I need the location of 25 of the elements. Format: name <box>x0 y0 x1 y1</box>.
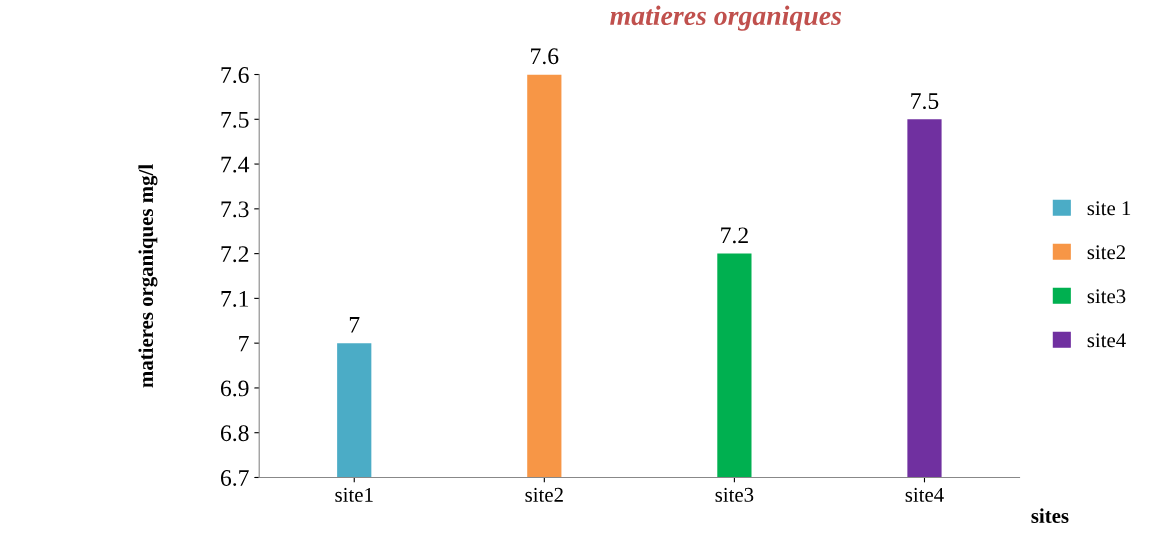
x-tick-label: site4 <box>905 487 944 502</box>
y-tick-label: 7.3 <box>221 201 249 218</box>
y-tick-label: 7 <box>239 335 249 352</box>
y-tick-label: 7.2 <box>221 246 249 263</box>
y-tick-label: 6.9 <box>220 380 249 397</box>
x-tick-label: site3 <box>715 487 754 502</box>
data-label: 7.5 <box>911 93 939 110</box>
x-tick-label: site2 <box>525 487 563 502</box>
y-tick-label: 7.5 <box>221 112 249 128</box>
x-tick-label: site1 <box>335 487 373 502</box>
x-axis-title: sites <box>1031 508 1069 523</box>
data-label: 7.6 <box>531 48 559 65</box>
legend-label: site2 <box>1087 245 1126 260</box>
legend-label: site 1 <box>1087 201 1131 216</box>
y-tick-label: 7.1 <box>221 290 249 307</box>
y-tick-label: 6.8 <box>220 425 249 442</box>
legend-label: site4 <box>1087 333 1126 348</box>
y-tick-label: 7.4 <box>221 156 250 173</box>
legend-label: site3 <box>1087 289 1126 304</box>
y-tick-label: 6.7 <box>220 470 249 487</box>
chart-title: matieres organiques <box>610 5 842 31</box>
y-axis-title: matieres organiques mg/l <box>138 164 158 388</box>
data-label: 7 <box>349 317 360 333</box>
data-label: 7.2 <box>721 227 748 244</box>
y-tick-label: 7.6 <box>221 67 249 84</box>
